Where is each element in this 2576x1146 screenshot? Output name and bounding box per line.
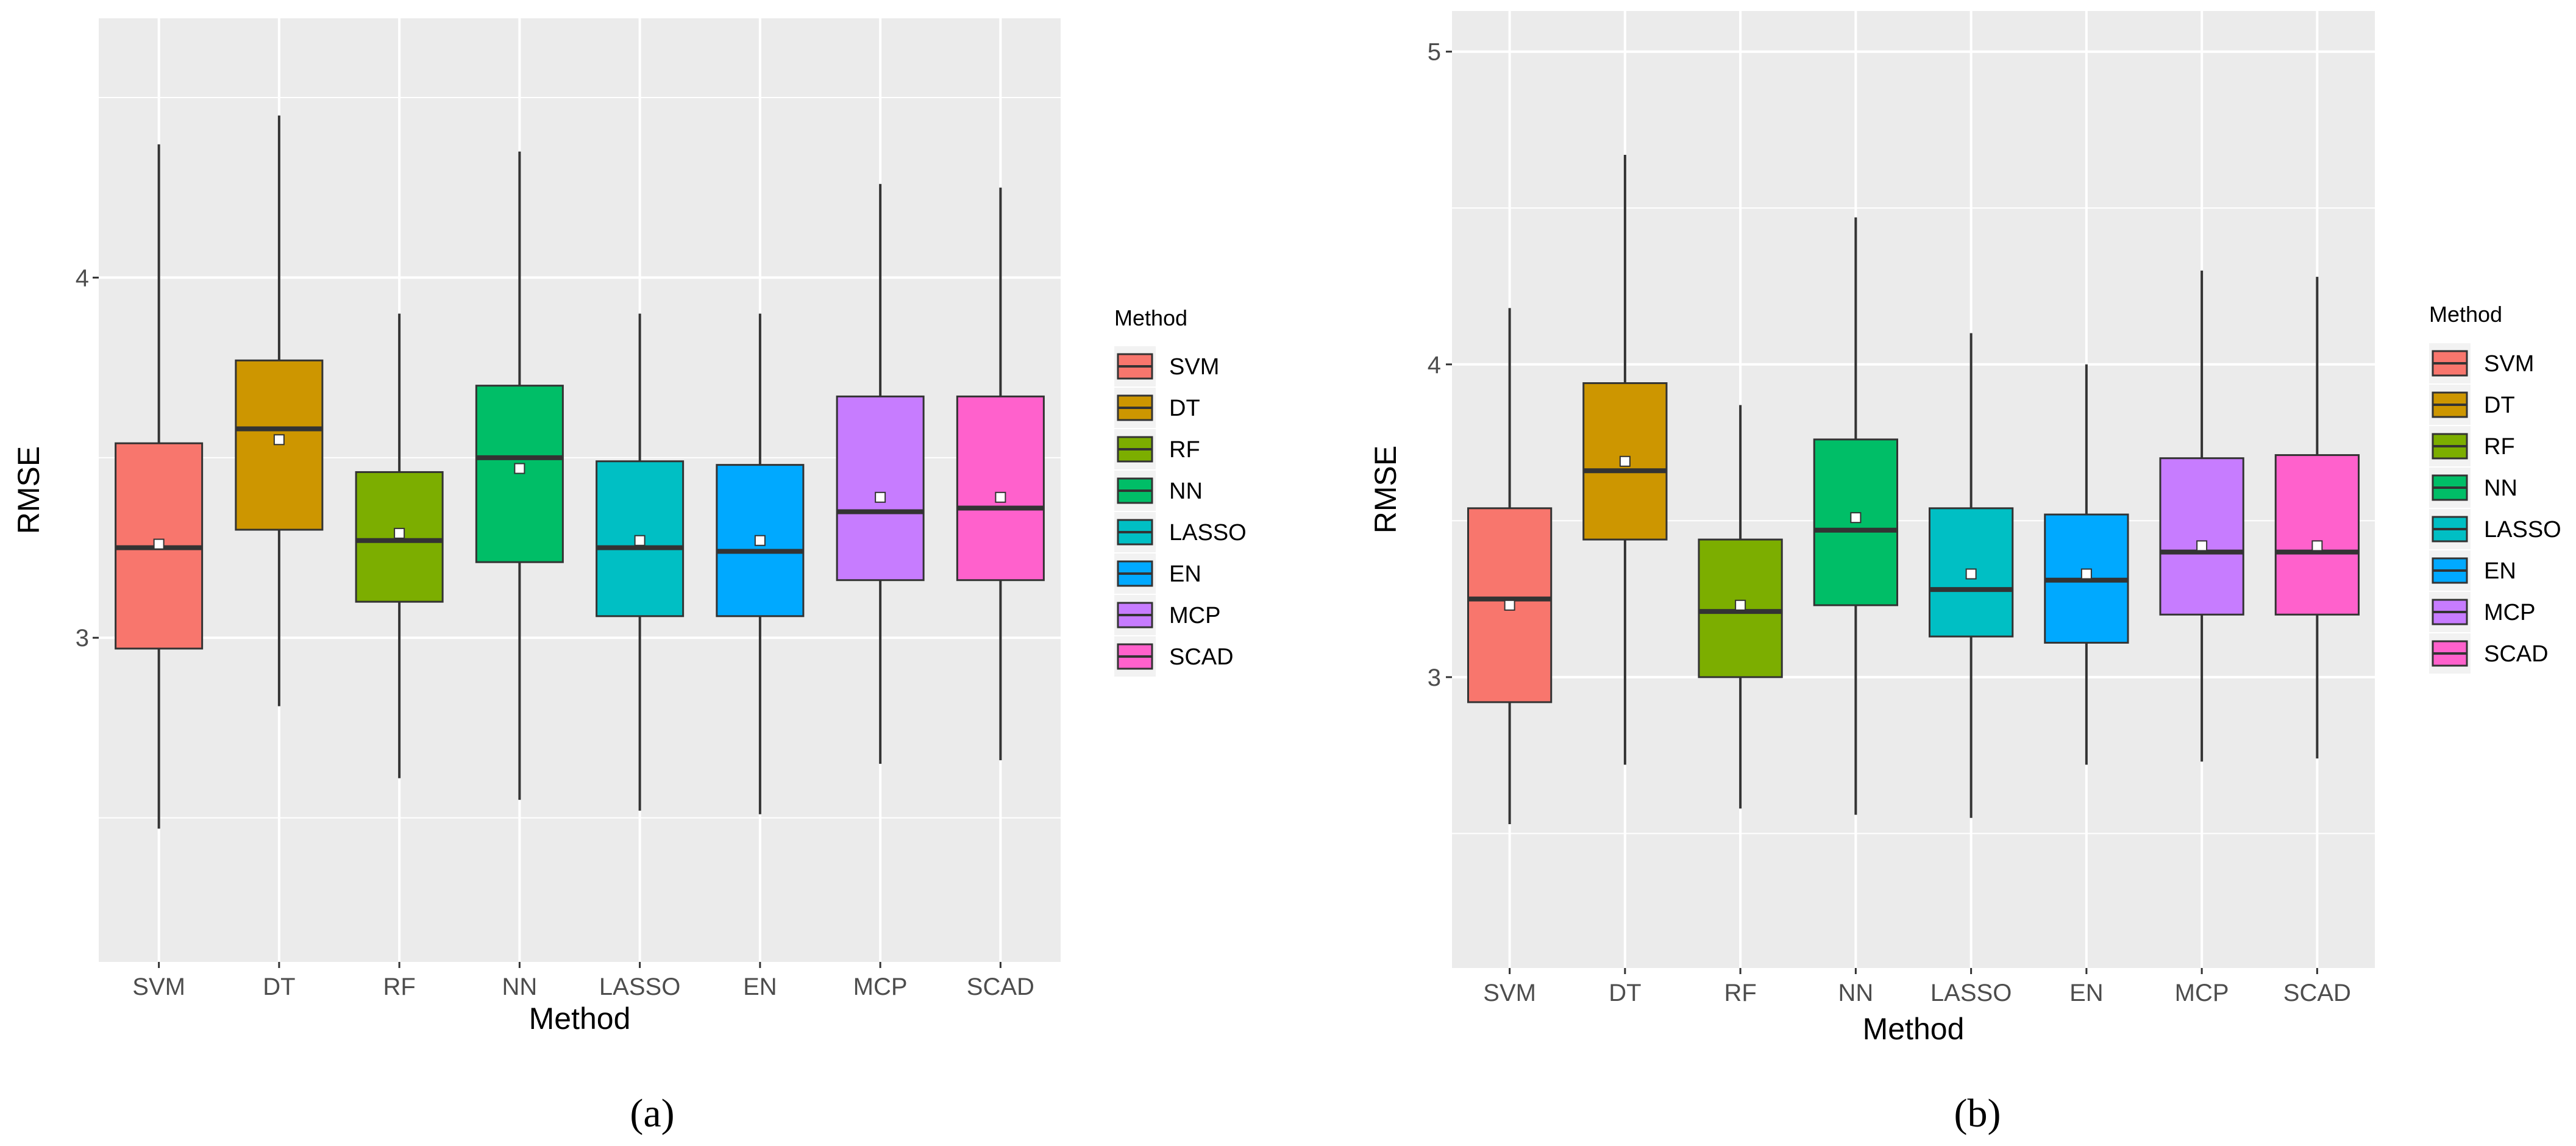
- box-mcp: [2159, 270, 2244, 762]
- legend-label-svm: SVM: [1169, 354, 1219, 380]
- box-rf: [355, 313, 444, 778]
- x-tick-label: EN: [743, 973, 777, 1000]
- chart-panel-a: 3 4 SVM DT RF NN LASSO EN MCP SCAD Method RMSE Metho…: [12, 18, 1247, 1136]
- y-axis-title: RMSE: [1368, 446, 1403, 533]
- legend-title: Method: [2429, 302, 2502, 327]
- mean-marker: [1965, 568, 1977, 580]
- x-tick-label: MCP: [853, 973, 908, 1000]
- legend-label-en: EN: [2484, 558, 2516, 584]
- box-iqr: [956, 395, 1045, 582]
- x-tick-label: NN: [502, 973, 537, 1000]
- box-lasso: [596, 313, 685, 811]
- legend-label-nn: NN: [1169, 479, 1203, 504]
- mean-marker: [634, 535, 646, 546]
- x-tick-label: RF: [1724, 980, 1756, 1006]
- x-tick-label: SVM: [132, 973, 185, 1000]
- y-tick-label: 4: [76, 265, 89, 291]
- mean-marker: [754, 535, 766, 546]
- legend-label-dt: DT: [2484, 393, 2515, 418]
- legend-label-scad: SCAD: [1169, 644, 1234, 670]
- x-tick-label: RF: [383, 973, 415, 1000]
- box-en: [2044, 364, 2129, 765]
- box-en: [716, 313, 805, 814]
- box-dt: [235, 115, 324, 706]
- y-axis-title: RMSE: [12, 446, 46, 534]
- y-tick-label: 5: [1428, 39, 1441, 66]
- mean-marker: [875, 491, 886, 503]
- y-tick-label: 3: [76, 625, 89, 652]
- legend-label-nn: NN: [2484, 475, 2517, 501]
- legend-label-mcp: MCP: [1169, 603, 1220, 628]
- legend-label-lasso: LASSO: [2484, 517, 2561, 543]
- box-nn: [1813, 217, 1899, 815]
- box-dt: [1582, 155, 1668, 765]
- mean-marker: [1735, 599, 1746, 611]
- mean-marker: [394, 527, 405, 539]
- box-iqr: [836, 395, 925, 582]
- panel-label: (b): [1954, 1091, 2001, 1136]
- legend: Method SVM DT RF NN LASSO EN MCP SCAD: [1114, 305, 1247, 677]
- mean-marker: [2311, 540, 2323, 552]
- legend-label-en: EN: [1169, 561, 1201, 587]
- mean-marker: [273, 434, 285, 446]
- legend: Method SVM DT RF NN LASSO EN MCP SCAD: [2429, 302, 2561, 674]
- box-iqr: [2274, 454, 2360, 616]
- x-tick-label: SVM: [1483, 980, 1536, 1006]
- mean-marker: [2196, 540, 2208, 552]
- mean-marker: [2080, 568, 2092, 580]
- box-iqr: [235, 359, 324, 531]
- x-axis-title: Method: [529, 1002, 631, 1036]
- panel-label: (a): [630, 1091, 674, 1136]
- mean-marker: [153, 538, 165, 550]
- box-mcp: [836, 183, 925, 764]
- box-svm: [1467, 308, 1553, 824]
- mean-marker: [1504, 599, 1515, 611]
- x-tick-label: SCAD: [2283, 980, 2351, 1006]
- x-axis-title: Method: [1863, 1012, 1965, 1046]
- mean-marker: [1619, 455, 1631, 467]
- box-lasso: [1928, 333, 2014, 818]
- mean-marker: [514, 463, 525, 474]
- mean-marker: [1850, 512, 1862, 524]
- box-nn: [475, 151, 564, 800]
- chart-panel-b: 3 4 5 SVM DT RF NN LASSO EN MCP SCAD Method RMSE Meth…: [1368, 11, 2561, 1136]
- x-tick-label: LASSO: [599, 973, 680, 1000]
- legend-title: Method: [1114, 305, 1187, 330]
- box-svm: [115, 144, 204, 829]
- legend-label-rf: RF: [1169, 437, 1200, 463]
- legend-label-dt: DT: [1169, 396, 1200, 421]
- mean-marker: [995, 491, 1006, 503]
- legend-label-svm: SVM: [2484, 351, 2534, 377]
- legend-label-lasso: LASSO: [1169, 520, 1247, 546]
- x-tick-label: SCAD: [967, 973, 1034, 1000]
- x-tick-label: EN: [2069, 980, 2104, 1006]
- x-tick-label: DT: [1609, 980, 1641, 1006]
- y-tick-label: 3: [1428, 664, 1441, 691]
- box-iqr: [2159, 457, 2244, 616]
- box-rf: [1698, 405, 1783, 809]
- x-tick-label: DT: [263, 973, 295, 1000]
- box-scad: [956, 187, 1045, 761]
- x-tick-label: LASSO: [1930, 980, 2012, 1006]
- x-tick-label: NN: [1838, 980, 1873, 1006]
- legend-label-scad: SCAD: [2484, 641, 2549, 667]
- legend-label-mcp: MCP: [2484, 600, 2535, 625]
- legend-label-rf: RF: [2484, 434, 2515, 460]
- y-tick-label: 4: [1428, 352, 1441, 379]
- x-tick-label: MCP: [2175, 980, 2229, 1006]
- box-scad: [2274, 277, 2360, 759]
